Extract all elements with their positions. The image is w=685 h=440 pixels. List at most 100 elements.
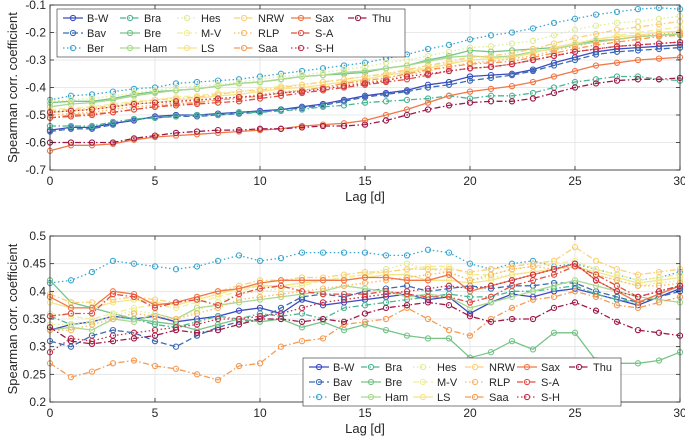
data-point: [424, 84, 432, 91]
data-point: [634, 56, 642, 64]
data-point: [235, 126, 243, 134]
legend-label-Bre: Bre: [385, 377, 402, 389]
data-point: [214, 111, 222, 119]
data-point: [508, 277, 516, 284]
data-point: [214, 99, 222, 106]
data-point: [214, 81, 222, 88]
data-point: [340, 62, 348, 69]
data-point: [172, 102, 180, 109]
data-point: [67, 337, 75, 345]
data-point: [256, 257, 264, 265]
data-point: [277, 282, 285, 289]
x-axis-label: Lag [d]: [345, 421, 385, 436]
data-point: [571, 277, 579, 284]
data-point: [361, 117, 369, 124]
data-point: [424, 277, 432, 284]
data-point: [529, 296, 537, 303]
series-line-Saa: [49, 290, 681, 381]
data-point: [424, 95, 432, 102]
y-tick-label: 0.2: [29, 395, 46, 409]
data-point: [109, 290, 117, 298]
legend-label-Ber: Ber: [333, 392, 350, 404]
data-point: [319, 65, 327, 72]
data-point: [256, 360, 264, 367]
x-tick-label: 15: [358, 174, 372, 188]
data-point: [508, 82, 516, 90]
data-point: [550, 257, 558, 265]
data-point: [361, 302, 369, 309]
legend-label-S-A: S-A: [541, 377, 560, 389]
data-point: [361, 80, 369, 87]
data-point: [109, 139, 117, 146]
series-Ber: [46, 246, 684, 287]
data-point: [340, 318, 348, 325]
data-point: [403, 252, 411, 259]
data-point: [571, 329, 579, 336]
data-point: [403, 56, 411, 64]
series-line-S-H: [49, 41, 681, 113]
legend-marker-NRW: [240, 14, 248, 22]
data-point: [277, 73, 285, 80]
data-point: [277, 254, 285, 262]
data-point: [424, 299, 432, 306]
legend-marker-Thu: [575, 363, 583, 371]
legend-marker-Ber: [315, 393, 323, 401]
x-tick-label: 20: [463, 406, 477, 420]
data-point: [298, 71, 306, 79]
data-point: [634, 282, 642, 289]
data-point: [67, 139, 75, 146]
data-point: [172, 315, 180, 323]
data-point: [235, 321, 243, 328]
data-point: [529, 263, 537, 270]
data-point: [487, 59, 495, 66]
data-point: [508, 293, 516, 301]
data-point: [403, 266, 411, 273]
data-point: [298, 290, 306, 298]
legend-label-LS: LS: [201, 43, 214, 55]
data-point: [424, 99, 432, 106]
data-point: [382, 252, 390, 259]
data-point: [361, 274, 369, 281]
data-point: [361, 290, 369, 298]
data-point: [655, 33, 663, 40]
data-point: [655, 329, 663, 336]
data-point: [256, 296, 264, 303]
data-point: [634, 76, 642, 83]
x-tick-label: 15: [358, 406, 372, 420]
data-point: [529, 95, 537, 102]
data-point: [424, 315, 432, 323]
data-point: [193, 96, 201, 104]
data-point: [466, 332, 474, 339]
legend-label-RLP: RLP: [258, 28, 279, 40]
x-tick-label: 10: [253, 406, 267, 420]
data-point: [655, 299, 663, 306]
data-point: [193, 296, 201, 303]
legend-label-RLP: RLP: [489, 377, 510, 389]
y-tick-label: 0.3: [29, 340, 46, 354]
data-point: [235, 362, 243, 370]
data-point: [361, 293, 369, 301]
data-point: [550, 62, 558, 69]
data-point: [193, 307, 201, 314]
data-point: [151, 103, 159, 110]
y-tick-label: 0.35: [23, 312, 47, 326]
data-point: [109, 257, 117, 265]
data-point: [550, 329, 558, 336]
data-point: [235, 78, 243, 86]
legend-label-Saa: Saa: [258, 43, 278, 55]
data-point: [487, 32, 495, 39]
data-point: [298, 88, 306, 95]
y-axis-label: Spearman corr. coefficient: [5, 12, 20, 163]
data-point: [466, 60, 474, 68]
data-point: [214, 313, 222, 320]
data-point: [445, 102, 453, 109]
data-point: [109, 103, 117, 110]
data-point: [67, 326, 75, 334]
series-Thu: [46, 74, 684, 146]
data-point: [466, 88, 474, 95]
data-point: [403, 288, 411, 295]
legend-label-S-H: S-H: [315, 43, 334, 55]
data-point: [445, 302, 453, 309]
data-point: [655, 268, 663, 276]
data-point: [277, 107, 285, 115]
